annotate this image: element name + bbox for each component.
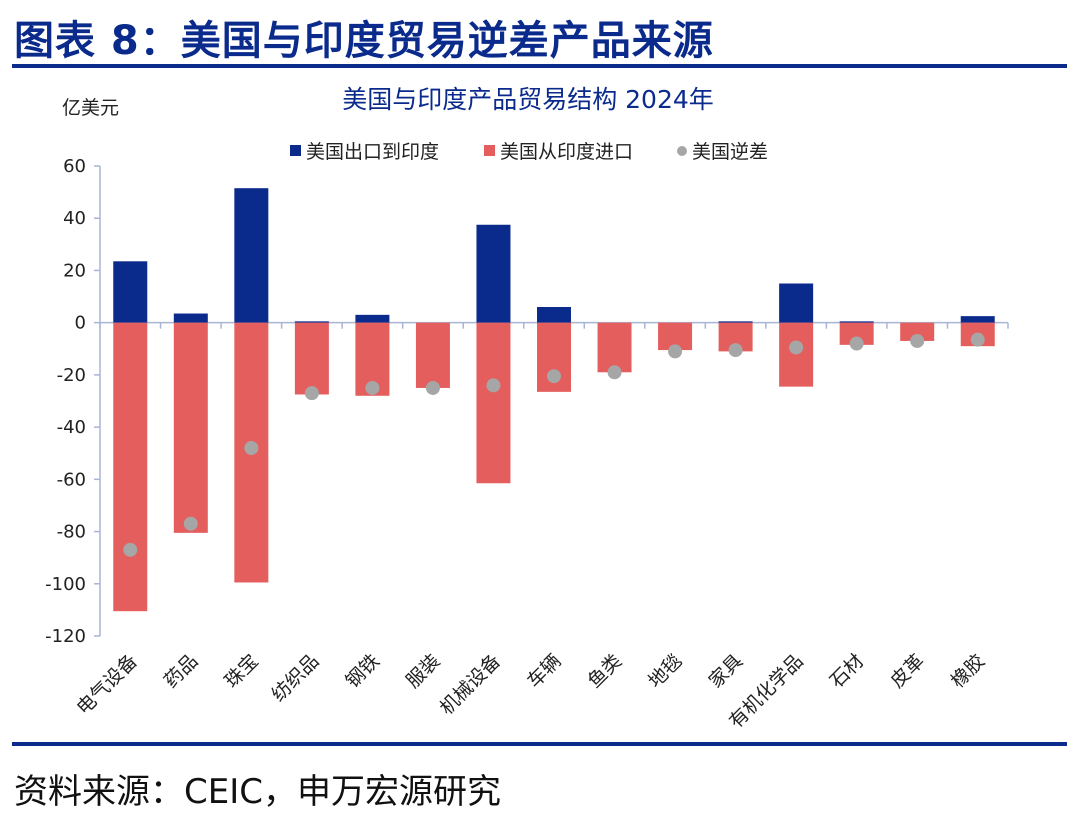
import-bar	[173, 322, 208, 533]
y-tick-label: -100	[45, 574, 86, 595]
category-label: 钢铁	[341, 650, 383, 692]
deficit-point	[607, 365, 622, 380]
y-tick-label: -120	[45, 626, 86, 647]
category-label: 鱼类	[584, 650, 626, 692]
y-tick-label: -60	[57, 469, 86, 490]
bars	[113, 188, 995, 612]
legend-label: 美国逆差	[692, 141, 768, 163]
y-tick-label: 20	[63, 260, 86, 281]
deficit-point	[789, 340, 804, 355]
deficit-point	[486, 378, 501, 393]
export-bar	[476, 224, 511, 323]
deficit-point	[849, 336, 864, 351]
export-bar	[537, 307, 571, 323]
category-label: 电气设备	[72, 650, 141, 719]
export-bar	[839, 321, 874, 323]
y-tick-label: -20	[57, 365, 86, 386]
deficit-point	[547, 369, 561, 384]
category-label: 地毯	[644, 650, 686, 692]
y-tick-label: -80	[57, 522, 86, 543]
deficit-point	[425, 380, 440, 395]
category-label: 纺织品	[268, 650, 324, 706]
deficit-point	[910, 333, 925, 348]
y-tick-label: 60	[63, 156, 86, 177]
import-bar	[113, 322, 148, 612]
deficit-point	[365, 380, 380, 395]
deficit-point	[123, 542, 138, 557]
export-bar	[173, 313, 208, 323]
legend-swatch	[290, 145, 301, 156]
legend-swatch	[484, 145, 495, 156]
export-bar	[234, 188, 269, 323]
deficit-point	[244, 441, 259, 455]
import-bar	[900, 322, 935, 341]
category-label: 橡胶	[947, 650, 989, 692]
import-bar	[779, 322, 814, 387]
y-tick-label: -40	[57, 417, 86, 438]
import-bar	[597, 322, 632, 373]
deficit-point	[668, 344, 683, 359]
top-rule	[12, 64, 1067, 68]
source-note: 资料来源：CEIC，申万宏源研究	[14, 772, 501, 812]
y-tick-label: 0	[75, 313, 86, 334]
legend: 美国出口到印度 美国从印度进口 美国逆差	[290, 141, 768, 163]
deficit-markers	[123, 332, 985, 557]
legend-marker	[677, 146, 687, 156]
export-bar	[779, 283, 814, 323]
figure-title: 图表 8：美国与印度贸易逆差产品来源	[14, 18, 714, 64]
category-label: 石材	[826, 650, 868, 692]
export-bar	[113, 261, 148, 323]
unit-label: 亿美元	[62, 97, 119, 119]
chart-title: 美国与印度产品贸易结构 2024年	[342, 85, 714, 114]
legend-label: 美国出口到印度	[306, 141, 439, 163]
category-label: 皮革	[886, 650, 928, 692]
category-label: 家具	[705, 650, 747, 692]
import-bar	[476, 322, 511, 484]
category-label: 药品	[160, 650, 202, 692]
export-bar	[355, 314, 390, 323]
export-bar	[718, 321, 753, 323]
import-bar	[415, 322, 450, 388]
category-label: 机械设备	[436, 650, 505, 719]
deficit-point	[970, 332, 985, 347]
legend-label: 美国从印度进口	[500, 141, 633, 163]
y-tick-label: 40	[63, 208, 86, 229]
import-bar	[839, 322, 874, 345]
deficit-point	[728, 343, 743, 358]
category-label: 服装	[402, 650, 444, 692]
deficit-point	[183, 516, 198, 531]
export-bar	[294, 321, 329, 323]
category-label: 珠宝	[220, 650, 262, 692]
trade-chart: 美国与印度产品贸易结构 2024年 亿美元 美国出口到印度 美国从印度进口 美国逆差…	[45, 85, 1009, 733]
bottom-rule	[12, 742, 1067, 746]
deficit-point	[304, 386, 319, 401]
category-label: 车辆	[523, 650, 565, 692]
import-bar	[294, 322, 329, 395]
export-bar	[960, 316, 995, 323]
